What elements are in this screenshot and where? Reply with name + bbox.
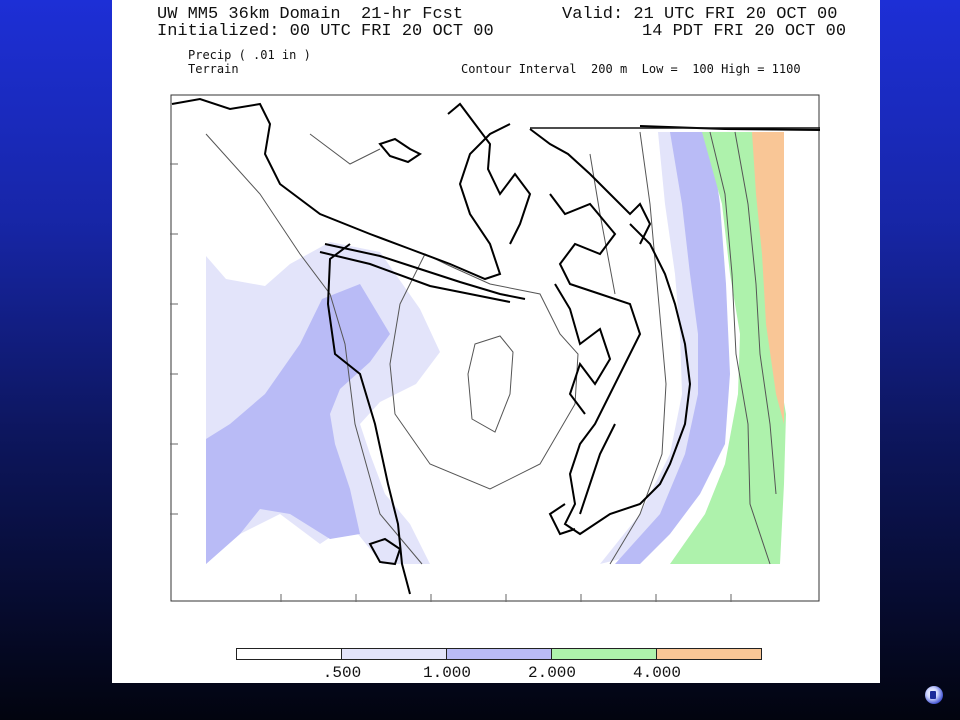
contour-interval-label: Contour Interval 200 m Low = 100 High = … <box>461 62 801 76</box>
forecast-map <box>170 94 820 602</box>
precip-band-light-east <box>600 132 710 564</box>
coastlines <box>171 97 820 595</box>
colorbar-bin-2 <box>446 648 552 660</box>
precip-band-max-east <box>752 132 784 424</box>
forecast-slide: UW MM5 36km Domain 21-hr Fcst Initialize… <box>112 0 880 683</box>
precip-colorbar: .500 1.000 2.000 4.000 <box>232 646 762 686</box>
precip-band-medium-west <box>206 284 390 564</box>
axis-ticks <box>170 163 732 602</box>
colorbar-bin-4 <box>656 648 762 660</box>
colorbar-bin-1 <box>341 648 447 660</box>
valid-line-1: Valid: 21 UTC FRI 20 OCT 00 <box>562 5 838 24</box>
speaker-icon[interactable] <box>925 686 943 704</box>
field-label-terrain: Terrain <box>188 62 239 76</box>
terrain-contours <box>205 131 777 565</box>
colorbar-label-1: 1.000 <box>422 664 472 682</box>
precip-band-medium-east <box>615 132 730 564</box>
colorbar-bin-3 <box>551 648 657 660</box>
precip-band-heavy-east <box>670 132 786 564</box>
title-line-2: Initialized: 00 UTC FRI 20 OCT 00 <box>157 22 494 41</box>
title-line-1: UW MM5 36km Domain 21-hr Fcst <box>157 5 464 24</box>
field-label-precip: Precip ( .01 in ) <box>188 48 311 62</box>
colorbar-label-0: .500 <box>322 664 362 682</box>
valid-line-2: 14 PDT FRI 20 OCT 00 <box>642 22 847 41</box>
colorbar-label-3: 4.000 <box>632 664 682 682</box>
colorbar-bin-0 <box>236 648 342 660</box>
colorbar-label-2: 2.000 <box>527 664 577 682</box>
